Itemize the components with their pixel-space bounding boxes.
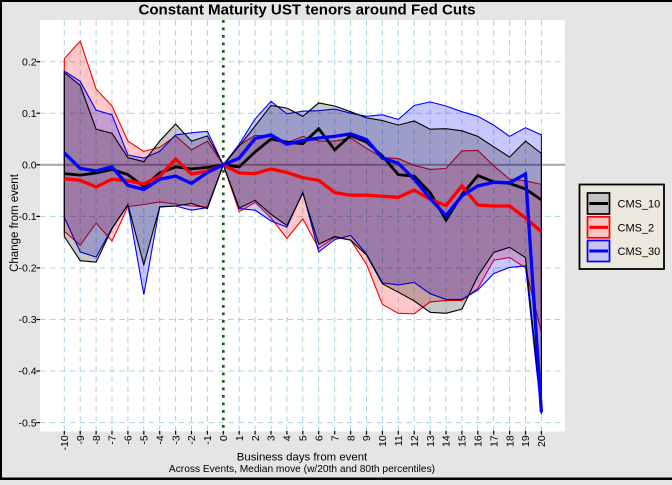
svg-text:Constant Maturity UST tenors a: Constant Maturity UST tenors around Fed … <box>138 2 475 19</box>
svg-text:0.0: 0.0 <box>22 160 37 172</box>
svg-text:Change from event: Change from event <box>9 173 21 272</box>
svg-text:-5: -5 <box>139 435 151 444</box>
svg-text:Business days from event: Business days from event <box>237 452 368 464</box>
svg-text:-7: -7 <box>107 435 119 444</box>
svg-text:-0.2: -0.2 <box>19 263 37 275</box>
svg-text:9: 9 <box>361 435 373 441</box>
svg-text:CMS_10: CMS_10 <box>618 199 661 211</box>
svg-text:CMS_2: CMS_2 <box>618 222 655 234</box>
svg-text:-9: -9 <box>75 435 87 444</box>
svg-text:13: 13 <box>425 435 437 447</box>
svg-text:Across Events, Median move (w/: Across Events, Median move (w/20th and 8… <box>169 464 435 475</box>
svg-text:-6: -6 <box>123 435 135 444</box>
svg-text:15: 15 <box>457 435 469 447</box>
svg-text:-10: -10 <box>59 435 71 450</box>
svg-text:18: 18 <box>504 435 516 447</box>
svg-text:20: 20 <box>536 435 548 447</box>
svg-text:8: 8 <box>345 435 357 441</box>
svg-text:19: 19 <box>520 435 532 447</box>
svg-text:3: 3 <box>266 435 278 441</box>
svg-text:CMS_30: CMS_30 <box>618 246 661 258</box>
svg-text:-0.1: -0.1 <box>19 211 37 223</box>
svg-text:10: 10 <box>377 435 389 447</box>
svg-text:12: 12 <box>409 435 421 447</box>
svg-text:-4: -4 <box>154 435 166 444</box>
svg-text:-0.4: -0.4 <box>19 366 37 378</box>
svg-text:16: 16 <box>473 435 485 447</box>
svg-text:0.2: 0.2 <box>22 56 37 68</box>
svg-text:5: 5 <box>298 435 310 441</box>
svg-text:-0.3: -0.3 <box>19 314 37 326</box>
svg-text:-2: -2 <box>186 435 198 444</box>
svg-text:17: 17 <box>488 435 500 447</box>
svg-text:0.1: 0.1 <box>22 108 37 120</box>
svg-text:-1: -1 <box>202 435 214 444</box>
svg-text:14: 14 <box>441 435 453 447</box>
svg-text:7: 7 <box>329 435 341 441</box>
svg-text:2: 2 <box>250 435 262 441</box>
svg-text:0: 0 <box>218 435 230 441</box>
svg-text:1: 1 <box>234 435 246 441</box>
svg-text:4: 4 <box>282 435 294 441</box>
svg-text:-0.5: -0.5 <box>19 417 37 429</box>
svg-text:-8: -8 <box>91 435 103 444</box>
svg-text:6: 6 <box>313 435 325 441</box>
svg-text:-3: -3 <box>170 435 182 444</box>
svg-text:11: 11 <box>393 435 405 446</box>
